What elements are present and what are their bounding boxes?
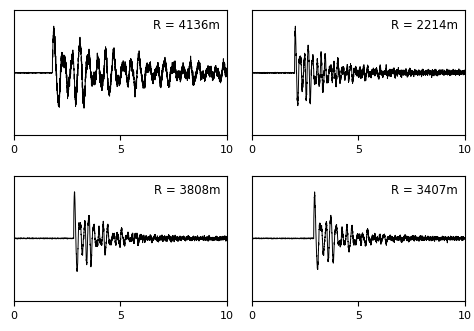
Text: R = 3808m: R = 3808m bbox=[154, 184, 220, 198]
Text: R = 3407m: R = 3407m bbox=[392, 184, 458, 198]
Text: R = 4136m: R = 4136m bbox=[154, 19, 220, 32]
Text: R = 2214m: R = 2214m bbox=[391, 19, 458, 32]
